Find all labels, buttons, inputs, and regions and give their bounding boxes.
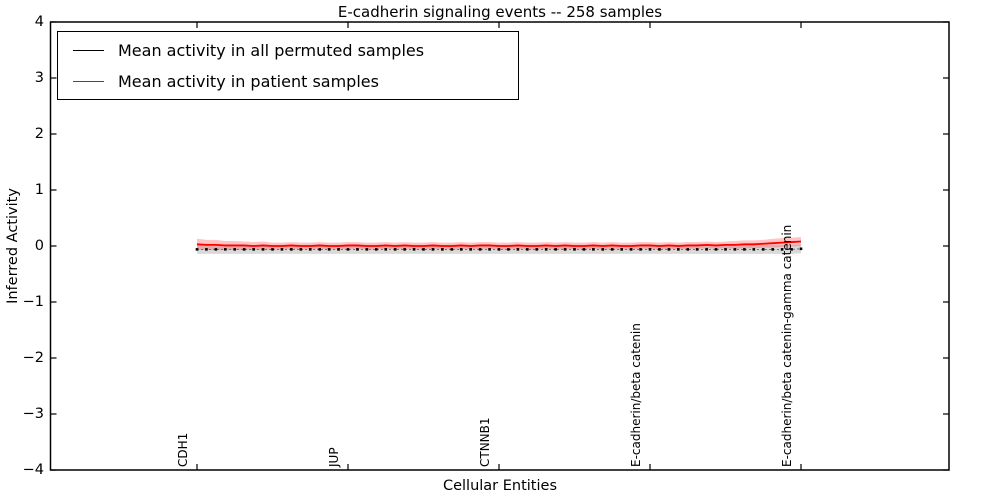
permuted-marker [743, 248, 746, 251]
permuted-marker [299, 248, 303, 251]
permuted-marker [441, 248, 444, 251]
permuted-marker [214, 248, 218, 251]
x-tick-label: JUP [327, 447, 341, 467]
permuted-marker [695, 248, 699, 251]
chart-title: E-cadherin signaling events -- 258 sampl… [337, 3, 663, 21]
permuted-marker [431, 248, 435, 251]
permuted-marker [799, 247, 803, 251]
permuted-marker [205, 248, 208, 251]
permuted-marker [252, 248, 255, 251]
permuted-marker [592, 248, 595, 251]
permuted-marker [573, 248, 576, 251]
permuted-marker [620, 248, 623, 251]
permuted-marker [790, 248, 793, 251]
permuted-marker [242, 248, 246, 251]
permuted-marker [733, 248, 737, 251]
x-tick-label: E-cadherin/beta catenin [629, 323, 643, 467]
permuted-marker [610, 248, 614, 251]
permuted-marker [478, 248, 482, 251]
permuted-marker [639, 248, 642, 251]
permuted-marker [356, 248, 359, 251]
permuted-marker [469, 248, 472, 251]
patient-mean-line [196, 240, 802, 247]
permuted-marker [488, 248, 491, 251]
permuted-marker [582, 248, 586, 251]
y-tick-label: −4 [22, 462, 44, 478]
legend-entry-permuted: Mean activity in all permuted samples [58, 35, 518, 66]
permuted-marker [384, 248, 388, 251]
permuted-marker [497, 248, 501, 251]
y-tick-label: 3 [34, 70, 44, 86]
permuted-marker [714, 248, 718, 251]
y-tick-label: 0 [34, 238, 44, 254]
permuted-marker [563, 248, 567, 251]
permuted-marker [686, 248, 690, 251]
y-tick-label: −1 [22, 294, 44, 310]
permuted-marker [450, 248, 454, 251]
legend: Mean activity in all permuted samples Me… [57, 31, 519, 100]
permuted-marker [403, 248, 406, 251]
x-axis-label: Cellular Entities [442, 478, 558, 494]
permuted-marker [648, 248, 652, 251]
permuted-marker [535, 248, 539, 251]
permuted-marker [261, 248, 265, 251]
permuted-marker [308, 248, 312, 251]
permuted-marker [554, 248, 557, 251]
x-tick-label: E-cadherin/beta catenin-gamma catenin [780, 224, 794, 467]
patient-band [197, 237, 801, 250]
permuted-marker [780, 248, 784, 251]
permuted-marker [752, 248, 756, 251]
permuted-marker [705, 248, 708, 251]
permuted-marker [195, 248, 199, 251]
permuted-marker [667, 248, 671, 251]
permuted-marker [677, 248, 680, 251]
y-tick-label: −2 [22, 350, 44, 366]
y-tick-label: 4 [34, 14, 44, 30]
permuted-marker [224, 248, 227, 251]
permuted-marker [771, 248, 774, 251]
permuted-marker [658, 248, 661, 251]
permuted-marker [761, 248, 765, 251]
x-tick-label: CDH1 [176, 432, 190, 467]
permuted-marker [290, 248, 293, 251]
patient-line-sample [73, 80, 104, 82]
legend-label-permuted: Mean activity in all permuted samples [118, 40, 425, 60]
permuted-marker [346, 248, 350, 251]
permuted-marker [318, 248, 321, 251]
legend-label-patient: Mean activity in patient samples [118, 71, 379, 91]
y-tick-label: −3 [22, 406, 44, 422]
permuted-marker [459, 248, 463, 251]
permuted-marker [544, 248, 548, 251]
permuted-marker [393, 248, 397, 251]
permuted-marker [271, 248, 274, 251]
permuted-marker [724, 248, 727, 251]
permuted-marker [507, 248, 510, 251]
permuted-marker [375, 248, 378, 251]
permuted-marker [233, 248, 237, 251]
permuted-marker [337, 248, 340, 251]
permuted-marker [629, 248, 633, 251]
permuted-marker [601, 248, 605, 251]
x-tick-label: CTNNB1 [478, 417, 492, 467]
permuted-marker [422, 248, 425, 251]
permuted-marker [412, 248, 416, 251]
permuted-line-sample [73, 49, 104, 51]
permuted-marker [526, 248, 529, 251]
y-tick-label: 1 [34, 182, 44, 198]
permuted-marker [327, 248, 331, 251]
legend-entry-patient: Mean activity in patient samples [58, 66, 518, 97]
permuted-marker [516, 248, 520, 251]
y-tick-label: 2 [34, 126, 44, 142]
permuted-marker [280, 248, 284, 251]
permuted-marker [365, 248, 369, 251]
